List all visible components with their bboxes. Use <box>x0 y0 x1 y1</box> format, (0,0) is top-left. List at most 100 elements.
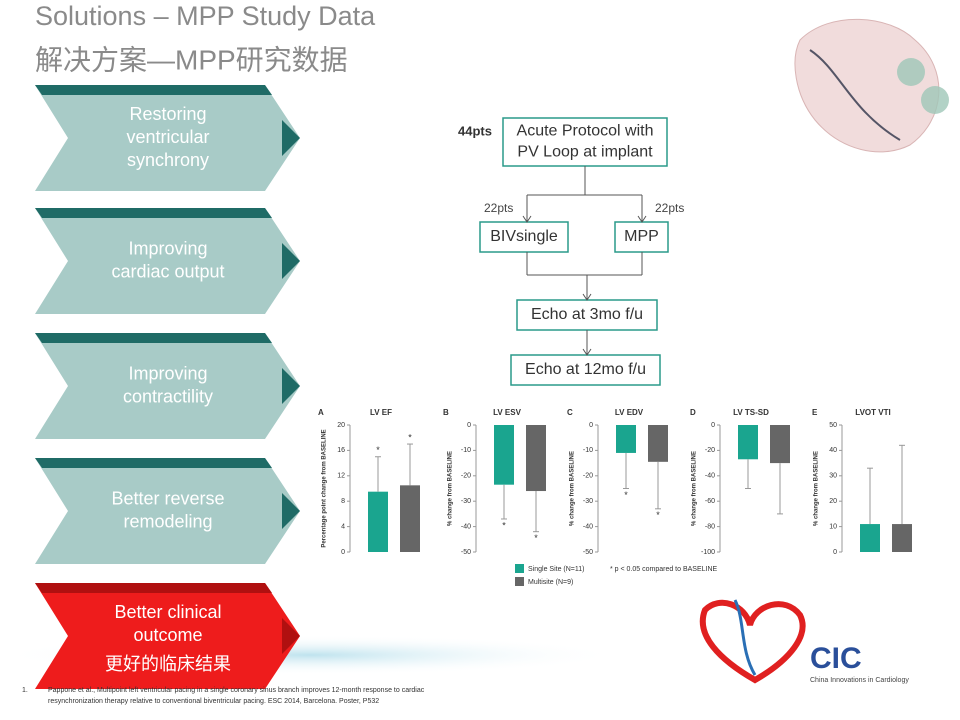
y-tick-label: -30 <box>461 498 471 505</box>
flow-label: PV Loop at implant <box>517 144 653 161</box>
legend-swatch <box>515 564 524 573</box>
chart-title: LVOT VTI <box>855 408 890 417</box>
bar <box>892 524 912 552</box>
y-axis-label: Percentage point change from BASELINE <box>322 429 328 547</box>
y-axis-label: % change from BASELINE <box>448 451 454 526</box>
bar <box>770 425 790 464</box>
bar <box>526 425 546 492</box>
step-chevron <box>35 458 300 564</box>
y-tick-label: 30 <box>829 473 837 480</box>
step-label: cardiac output <box>111 261 224 281</box>
flow-label: Acute Protocol with <box>517 123 654 140</box>
step-label: ventricular <box>126 127 209 147</box>
y-tick-label: 0 <box>711 422 715 429</box>
step-tip <box>282 618 300 654</box>
bar <box>616 425 636 453</box>
step-label: synchrony <box>127 150 209 170</box>
step-label: remodeling <box>123 511 212 531</box>
panel-letter: B <box>443 408 449 417</box>
flow-box <box>502 117 668 167</box>
y-tick-label: 0 <box>589 422 593 429</box>
step-tip <box>282 120 300 156</box>
y-tick-label: -20 <box>461 473 471 480</box>
chart-title: LV EF <box>370 408 392 417</box>
y-tick-label: -40 <box>583 523 593 530</box>
y-axis-label: % change from BASELINE <box>692 451 698 526</box>
y-tick-label: -50 <box>583 549 593 556</box>
y-tick-label: 0 <box>833 549 837 556</box>
step-band <box>35 583 272 593</box>
y-tick-label: -30 <box>583 498 593 505</box>
step-chevron <box>35 333 300 439</box>
panel-letter: A <box>318 408 324 417</box>
y-tick-label: -20 <box>705 447 715 454</box>
y-tick-label: -10 <box>461 447 471 454</box>
logo: CIC China Innovations in Cardiology <box>699 599 909 684</box>
y-tick-label: -50 <box>461 549 471 556</box>
significance-mark: * <box>624 490 628 500</box>
legend-label: Single Site (N=11) <box>528 566 584 573</box>
significance-mark: * <box>534 533 538 543</box>
y-tick-label: 20 <box>337 422 345 429</box>
y-axis-label: % change from BASELINE <box>570 451 576 526</box>
step-label: Better clinical <box>114 602 221 622</box>
legend-label: Multisite (N=9) <box>528 579 573 586</box>
significance-mark: * <box>502 520 506 530</box>
flow-label: Echo at 12mo f/u <box>525 361 646 378</box>
branch-label: 22pts <box>484 201 513 215</box>
y-tick-label: -40 <box>705 473 715 480</box>
step-band <box>35 333 272 343</box>
significance-mark: * <box>376 445 380 455</box>
significance-mark: * <box>656 510 660 520</box>
step-tip <box>282 493 300 529</box>
bar <box>860 524 880 552</box>
bar <box>738 425 758 460</box>
flow-total: 44pts <box>458 123 492 138</box>
logo-name: CIC <box>810 642 862 675</box>
title: Solutions – MPP Study Data <box>35 1 376 31</box>
flow-label: Echo at 3mo f/u <box>531 306 643 323</box>
step-chevron <box>35 85 300 191</box>
legend-note: * p < 0.05 compared to BASELINE <box>610 566 718 573</box>
footnote-line: Pappone et al., Multipoint left ventricu… <box>48 687 425 694</box>
branch-label: 22pts <box>655 201 684 215</box>
bar <box>494 425 514 485</box>
bar <box>368 491 388 552</box>
footnote-line: resynchronization therapy relative to co… <box>48 698 379 705</box>
step-chevron <box>35 583 300 689</box>
arrowhead <box>637 215 647 223</box>
flow-box <box>510 354 661 386</box>
y-axis-label: % change from BASELINE <box>814 451 820 526</box>
y-tick-label: 10 <box>829 523 837 530</box>
panel-letter: C <box>567 408 573 417</box>
chart-title: LV TS-SD <box>733 408 769 417</box>
chart-title: LV EDV <box>615 408 644 417</box>
step-label: Improving <box>128 238 207 258</box>
step-label: 更好的临床结果 <box>105 654 231 674</box>
y-tick-label: 0 <box>341 549 345 556</box>
y-tick-label: -40 <box>461 523 471 530</box>
y-tick-label: 16 <box>337 447 345 454</box>
flow-label: MPP <box>624 228 659 245</box>
y-tick-label: -10 <box>583 447 593 454</box>
step-chevron <box>35 208 300 314</box>
panel-letter: D <box>690 408 696 417</box>
arrowhead <box>582 293 592 301</box>
flow-box <box>614 221 669 253</box>
y-tick-label: 20 <box>829 498 837 505</box>
chart-title: LV ESV <box>493 408 522 417</box>
legend-swatch <box>515 577 524 586</box>
bar <box>400 485 420 552</box>
y-tick-label: -60 <box>705 498 715 505</box>
subtitle: 解决方案—MPP研究数据 <box>35 44 348 75</box>
heart-illustration <box>794 18 949 153</box>
significance-mark: * <box>408 432 412 442</box>
step-tip <box>282 368 300 404</box>
y-tick-label: -100 <box>701 549 715 556</box>
arrowhead <box>582 348 592 356</box>
step-label: Restoring <box>129 104 206 124</box>
y-tick-label: 8 <box>341 498 345 505</box>
step-band <box>35 458 272 468</box>
step-label: Better reverse <box>111 488 224 508</box>
step-label: outcome <box>133 625 202 645</box>
